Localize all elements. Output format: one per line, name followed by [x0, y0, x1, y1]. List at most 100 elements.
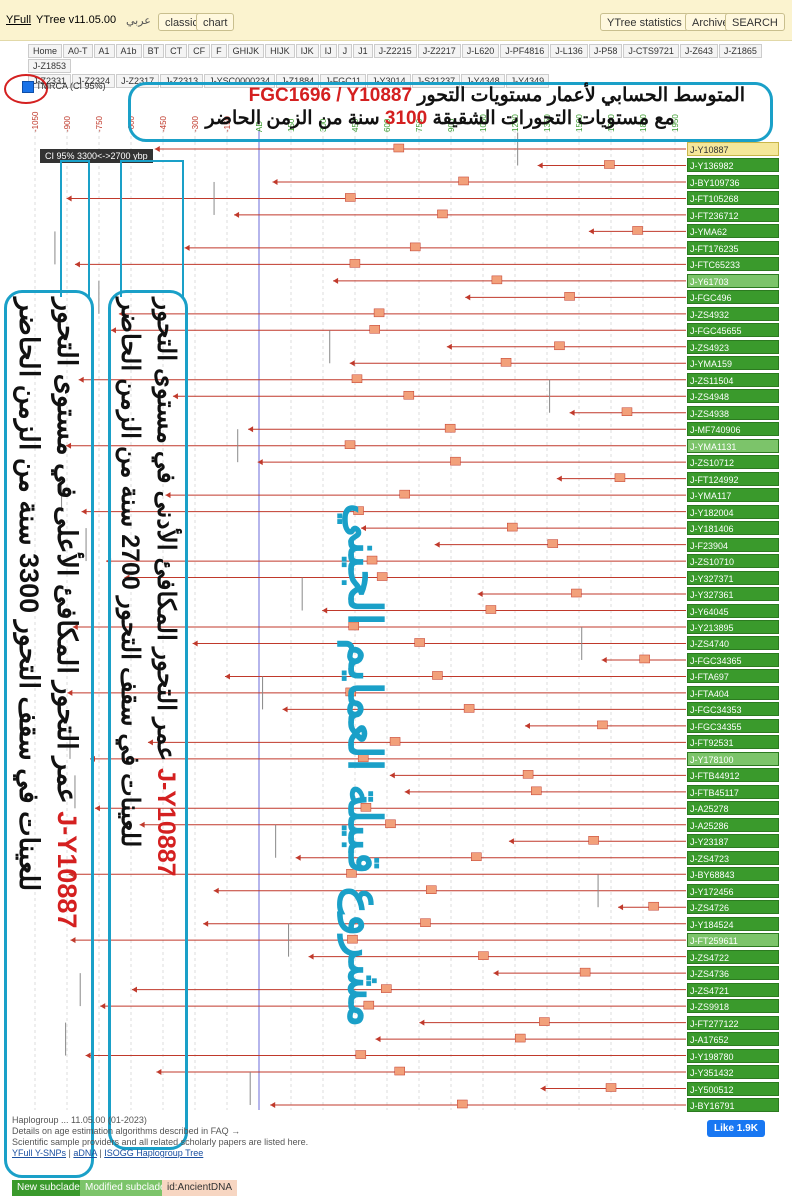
view-button[interactable]: classic [158, 13, 206, 31]
sample-label[interactable]: J-FTB45117 [687, 784, 779, 799]
sample-label[interactable]: J-FGC496 [687, 290, 779, 305]
tab[interactable]: A0-T [63, 44, 93, 58]
tab[interactable]: J-Z1853 [28, 59, 72, 73]
sample-label[interactable]: J-ZS4722 [687, 949, 779, 964]
sample-label[interactable]: J-ZS4938 [687, 405, 779, 420]
nav-button[interactable]: SEARCH [725, 13, 785, 31]
tab[interactable]: IJ [319, 44, 337, 58]
axis-tick-label: -750 [95, 115, 104, 132]
tab[interactable]: Home [28, 44, 63, 58]
language[interactable]: عربي [126, 15, 151, 27]
sample-label[interactable]: J-FT259611 [687, 933, 779, 948]
sample-label[interactable]: J-BY68843 [687, 867, 779, 882]
footer-link[interactable]: ISOGG Haplogroup Tree [104, 1148, 204, 1158]
sample-label[interactable]: J-A25286 [687, 817, 779, 832]
sample-label[interactable]: J-F23904 [687, 537, 779, 552]
sample-label[interactable]: J-Y500512 [687, 1081, 779, 1096]
footer-link[interactable]: aDNA [73, 1148, 97, 1158]
sample-label[interactable]: J-ZS9918 [687, 999, 779, 1014]
sample-label[interactable]: J-ZS4923 [687, 339, 779, 354]
sample-label[interactable]: J-Y172456 [687, 883, 779, 898]
tab[interactable]: J-Z643 [679, 44, 718, 58]
sample-label[interactable]: J-A25278 [687, 801, 779, 816]
sample-label[interactable]: J-FT105268 [687, 191, 779, 206]
sample-label[interactable]: J-YMA159 [687, 356, 779, 371]
sample-label[interactable]: J-ZS4932 [687, 306, 779, 321]
sample-label[interactable]: J-Y184524 [687, 916, 779, 931]
tab[interactable]: CF [188, 44, 211, 58]
sample-label[interactable]: J-Y23187 [687, 834, 779, 849]
sample-label[interactable]: J-YMA117 [687, 488, 779, 503]
sample-label[interactable]: J-Y64045 [687, 603, 779, 618]
sample-label[interactable]: J-FT92531 [687, 735, 779, 750]
sample-label[interactable]: J-FTA404 [687, 685, 779, 700]
sample-label[interactable]: J-MF740906 [687, 422, 779, 437]
tab[interactable]: A1b [115, 44, 142, 58]
tab[interactable]: J-Z2215 [373, 44, 417, 58]
tab[interactable]: IJK [295, 44, 319, 58]
arrow-head [124, 574, 130, 581]
sample-label[interactable]: J-Y136982 [687, 158, 779, 173]
sample-label[interactable]: J-FGC34353 [687, 702, 779, 717]
sample-label[interactable]: J-YMA62 [687, 224, 779, 239]
sample-label[interactable]: J-ZS10710 [687, 554, 779, 569]
sample-label[interactable]: J-Y178100 [687, 751, 779, 766]
sample-label[interactable]: J-BY16791 [687, 1098, 779, 1112]
marker [588, 836, 599, 845]
tab[interactable]: F [211, 44, 227, 58]
sample-label[interactable]: J-Y327361 [687, 587, 779, 602]
sample-label[interactable]: J-FGC34365 [687, 652, 779, 667]
tab[interactable]: GHIJK [227, 44, 265, 58]
sample-label[interactable]: J-Y182004 [687, 504, 779, 519]
sample-label[interactable]: J-Y10887 [687, 142, 779, 156]
nav-button[interactable]: YTree statistics [600, 13, 689, 31]
view-button[interactable]: chart [196, 13, 235, 31]
tab[interactable]: J-Z2324 [72, 74, 116, 88]
sample-label[interactable]: J-ZS4736 [687, 966, 779, 981]
tab[interactable]: J-Z2217 [417, 44, 461, 58]
sample-label[interactable]: J-ZS4740 [687, 636, 779, 651]
sample-label[interactable]: J-A17652 [687, 1032, 779, 1047]
footer-link[interactable]: YFull Y-SNPs [12, 1148, 67, 1158]
checkbox[interactable] [22, 81, 34, 93]
sample-label[interactable]: J-ZS10712 [687, 455, 779, 470]
sample-label[interactable]: J-Y181406 [687, 521, 779, 536]
sample-label[interactable]: J-Y198780 [687, 1048, 779, 1063]
tab[interactable]: BT [142, 44, 165, 58]
sample-label[interactable]: J-FT236712 [687, 207, 779, 222]
sample-label[interactable]: J-FGC45655 [687, 323, 779, 338]
sample-label[interactable]: J-FTB44912 [687, 768, 779, 783]
sample-label[interactable]: J-Y213895 [687, 620, 779, 634]
sample-label[interactable]: J-FT176235 [687, 240, 779, 255]
sample-label[interactable]: J-Y351432 [687, 1065, 779, 1080]
sample-label[interactable]: J-FGC34355 [687, 718, 779, 733]
nav-button[interactable]: Archive [685, 13, 736, 31]
tab[interactable]: J-Z1865 [718, 44, 762, 58]
tab[interactable]: A1 [93, 44, 115, 58]
tab[interactable]: J-CTS9721 [623, 44, 679, 58]
sample-label[interactable]: J-ZS4721 [687, 982, 779, 997]
sample-label[interactable]: J-FTC65233 [687, 257, 779, 272]
tab[interactable]: J-PF4816 [500, 44, 550, 58]
sample-label[interactable]: J-FT124992 [687, 471, 779, 486]
like-button[interactable]: Like 1.9K [707, 1120, 765, 1137]
sample-label[interactable]: J-YMA1131 [687, 438, 779, 453]
tab[interactable]: CT [165, 44, 188, 58]
sample-label[interactable]: J-BY109736 [687, 174, 779, 189]
sample-label[interactable]: J-ZS4723 [687, 850, 779, 865]
sample-label[interactable]: J-Y327371 [687, 570, 779, 585]
sample-label[interactable]: J-ZS11504 [687, 372, 779, 387]
tab[interactable]: J-L620 [461, 44, 500, 58]
logo[interactable]: YFull [6, 14, 32, 26]
sample-label[interactable]: J-ZS4726 [687, 900, 779, 915]
tab[interactable]: J [337, 44, 353, 58]
sample-label[interactable]: J-Y61703 [687, 273, 779, 288]
tab[interactable]: J1 [353, 44, 373, 58]
marker [450, 456, 461, 466]
tab[interactable]: J-L136 [550, 44, 588, 58]
sample-label[interactable]: J-FTA697 [687, 669, 779, 684]
sample-label[interactable]: J-FT277122 [687, 1015, 779, 1030]
tab[interactable]: HIJK [265, 44, 295, 58]
tab[interactable]: J-P58 [588, 44, 623, 58]
sample-label[interactable]: J-ZS4948 [687, 389, 779, 404]
